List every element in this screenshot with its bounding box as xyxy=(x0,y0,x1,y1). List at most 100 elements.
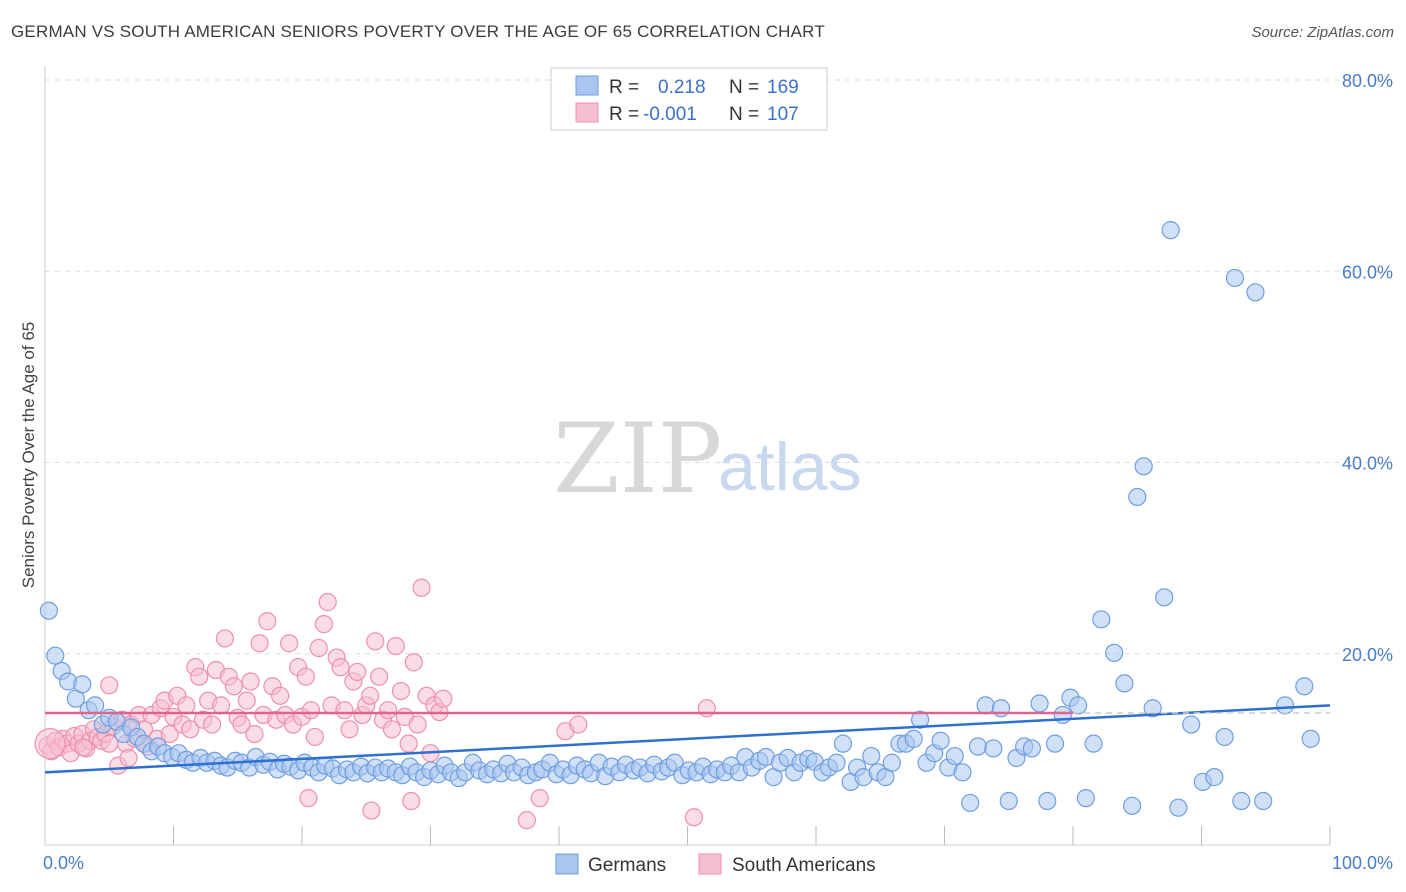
x-tick-label: 0.0% xyxy=(43,853,84,873)
south-americans-point xyxy=(301,701,321,720)
south-americans-point xyxy=(382,720,402,739)
germans-point xyxy=(46,646,65,665)
y-tick-label: 60.0% xyxy=(1342,262,1393,282)
south-americans-point xyxy=(232,715,251,734)
y-axis-label: Seniors Poverty Over the Age of 65 xyxy=(19,322,38,588)
south-americans-point xyxy=(569,715,588,734)
south-americans-point xyxy=(211,696,231,715)
south-americans-point xyxy=(309,638,328,658)
legend-germans-label: Germans xyxy=(588,855,666,876)
stats-sa-n-label: N = xyxy=(729,104,759,125)
south-americans-point xyxy=(74,738,93,757)
grid-lines xyxy=(45,79,1392,655)
x-tick-label: 100.0% xyxy=(1332,853,1393,873)
germans-point xyxy=(968,737,988,756)
germans-trend-line xyxy=(44,704,1331,774)
south-americans-point xyxy=(34,728,66,760)
germans-point xyxy=(833,734,853,753)
germans-point xyxy=(1069,696,1088,715)
south-americans-point xyxy=(335,701,354,720)
germans-point xyxy=(1076,789,1095,808)
y-tick-label: 40.0% xyxy=(1342,454,1393,474)
germans-point xyxy=(910,710,930,729)
south-americans-point xyxy=(299,789,318,808)
south-americans-point xyxy=(362,801,381,820)
germans-point xyxy=(1115,674,1134,693)
south-americans-point xyxy=(190,667,209,686)
trend-lines xyxy=(44,704,1331,774)
watermark-atlas: atlas xyxy=(718,429,862,505)
south-americans-point xyxy=(296,667,315,686)
legend-sa-swatch xyxy=(698,853,722,875)
germans-point xyxy=(1295,677,1314,696)
south-americans-point xyxy=(100,734,119,753)
chart-title: GERMAN VS SOUTH AMERICAN SENIORS POVERTY… xyxy=(11,22,825,41)
south-americans-point xyxy=(386,636,405,656)
south-americans-point xyxy=(215,629,234,648)
stats-sa-r-value: -0.001 xyxy=(643,104,697,125)
south-americans-point xyxy=(237,691,256,710)
stats-germans-r-value: 0.218 xyxy=(658,77,706,98)
south-americans-point xyxy=(370,667,389,686)
germans-point xyxy=(1123,796,1142,815)
germans-point xyxy=(827,753,846,772)
germans-point xyxy=(1215,727,1234,747)
south-americans-point xyxy=(241,672,260,691)
y-tick-label: 20.0% xyxy=(1342,645,1393,665)
germans-point xyxy=(86,696,105,715)
germans-point xyxy=(862,746,881,766)
south-americans-point xyxy=(119,748,138,768)
south-americans-point xyxy=(224,677,243,696)
south-americans-point xyxy=(366,632,385,651)
germans-point xyxy=(1246,283,1265,302)
south-americans-point xyxy=(160,724,179,744)
germans-point xyxy=(1205,768,1224,787)
germans-point xyxy=(945,746,964,766)
south-americans-point xyxy=(100,676,119,695)
south-americans-point xyxy=(399,734,418,753)
south-americans-point xyxy=(202,715,222,734)
germans-point xyxy=(1092,610,1111,629)
stats-box: R = 0.218 N = 169 R = -0.001 N = 107 xyxy=(550,67,828,131)
germans-point xyxy=(1128,487,1147,507)
germans-point xyxy=(39,601,58,620)
legend-sa-label: South Americans xyxy=(732,855,876,876)
south-americans-point xyxy=(684,808,704,827)
south-americans-point xyxy=(245,724,264,744)
south-americans-point xyxy=(271,686,290,705)
south-americans-point xyxy=(340,720,359,739)
y-tick-label: 80.0% xyxy=(1342,71,1393,91)
germans-point xyxy=(976,696,995,715)
watermark: ZIP atlas xyxy=(553,403,862,515)
germans-point xyxy=(1022,739,1041,758)
south-americans-points xyxy=(34,578,716,830)
south-americans-point xyxy=(258,612,277,631)
germans-point xyxy=(1225,268,1245,288)
germans-point xyxy=(882,753,901,772)
legend-germans-swatch xyxy=(555,853,579,875)
germans-point xyxy=(984,739,1003,758)
germans-point xyxy=(1254,791,1273,811)
source-label: Source: ZipAtlas.com xyxy=(1251,24,1394,41)
stats-germans-swatch xyxy=(575,75,599,96)
germans-point xyxy=(1038,791,1057,811)
germans-point xyxy=(1030,694,1049,713)
germans-point xyxy=(1232,791,1251,811)
south-americans-point xyxy=(391,681,411,701)
south-americans-point xyxy=(434,689,453,708)
germans-point xyxy=(953,763,972,782)
stats-germans-n-label: N = xyxy=(729,77,759,98)
south-americans-point xyxy=(361,686,380,705)
germans-point xyxy=(1084,734,1103,753)
stats-sa-swatch xyxy=(575,102,599,123)
legend: Germans South Americans xyxy=(555,853,876,876)
germans-point xyxy=(999,791,1018,811)
germans-point xyxy=(1155,588,1174,607)
germans-point xyxy=(1169,798,1188,817)
south-americans-point xyxy=(530,789,549,808)
germans-point xyxy=(904,729,923,748)
south-americans-point xyxy=(412,578,431,597)
germans-point xyxy=(1161,221,1180,240)
stats-sa-n-value: 107 xyxy=(767,104,799,125)
south-americans-point xyxy=(177,696,196,715)
